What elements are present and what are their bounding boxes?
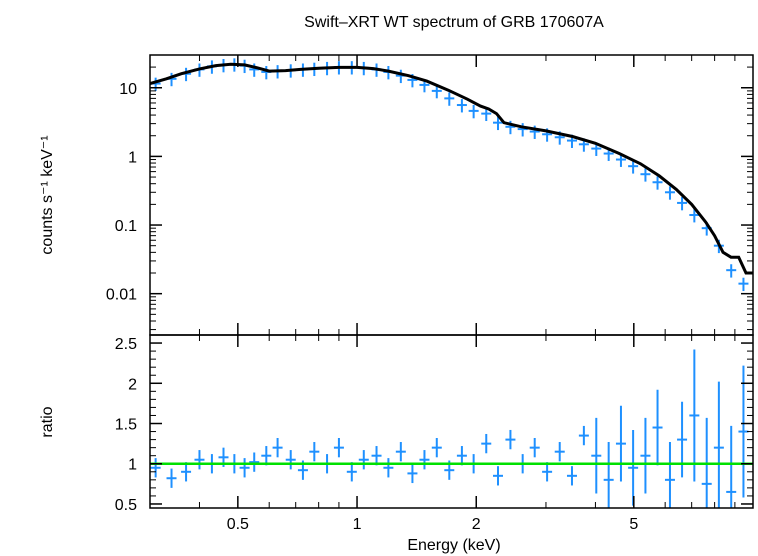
bottom-y-axis-label: ratio (39, 406, 56, 437)
bottom-y-axis-ticks: 0.5 1 1.5 2 2.5 (115, 336, 753, 514)
data-point (444, 92, 455, 106)
ratio-point (249, 452, 260, 472)
ratio-data-points (150, 349, 749, 508)
x-tick-label: 0.5 (227, 516, 249, 533)
ratio-point (419, 450, 430, 470)
data-point (468, 104, 479, 119)
ratio-point (677, 401, 688, 478)
data-point (664, 186, 675, 200)
ratio-point (166, 468, 177, 488)
ratio-y-tick-label: 0.5 (115, 497, 137, 514)
top-plot-frame (149, 54, 754, 336)
ratio-y-tick: 1.5 (115, 417, 753, 434)
y-tick: 0.01 (106, 287, 753, 304)
ratio-point (554, 442, 565, 462)
y-tick: 1 (128, 149, 753, 166)
ratio-point (395, 442, 406, 462)
data-point (726, 264, 737, 278)
ratio-y-tick: 0.5 (115, 497, 753, 514)
ratio-point (542, 462, 553, 482)
ratio-y-tick: 2 (128, 376, 753, 393)
chart-title: Swift–XRT WT spectrum of GRB 170607A (304, 14, 604, 31)
data-point (493, 116, 504, 131)
top-y-axis-ticks: 0.01 0.1 1 10 (106, 66, 753, 331)
ratio-point (505, 429, 516, 450)
bottom-x-axis-ticks: 0.5 1 2 5 (149, 335, 736, 533)
ratio-point (726, 425, 737, 508)
ratio-point (664, 442, 675, 508)
ratio-point (309, 442, 320, 462)
y-tick: 0.1 (115, 218, 753, 235)
ratio-point (578, 425, 589, 446)
ratio-point (272, 437, 283, 458)
ratio-point (738, 365, 749, 498)
ratio-y-tick-label: 1.5 (115, 417, 137, 434)
data-point (677, 196, 688, 211)
data-point (640, 168, 651, 182)
ratio-point (383, 458, 394, 478)
ratio-point (456, 446, 467, 466)
y-tick-label: 0.1 (115, 218, 137, 235)
ratio-point (239, 458, 250, 478)
ratio-point (333, 437, 344, 458)
y-tick-label: 0.01 (106, 287, 137, 304)
x-tick-label: 1 (353, 516, 362, 533)
data-point (652, 176, 663, 190)
ratio-point (481, 433, 492, 454)
data-point (431, 84, 442, 99)
data-point (738, 277, 749, 292)
ratio-point (261, 446, 272, 466)
ratio-point (150, 458, 161, 478)
ratio-point (652, 389, 663, 466)
ratio-y-tick: 2.5 (115, 336, 753, 353)
ratio-y-tick-label: 2 (128, 376, 137, 393)
ratio-point (566, 466, 577, 486)
ratio-point (181, 462, 192, 482)
y-tick-label: 1 (128, 149, 137, 166)
ratio-point (713, 381, 724, 508)
data-point (456, 99, 467, 113)
top-panel: 0.01 0.1 1 10 counts s⁻¹ keV⁻¹ (39, 54, 754, 336)
ratio-y-tick-label: 1 (128, 457, 137, 474)
ratio-point (591, 417, 602, 494)
ratio-point (346, 462, 357, 482)
ratio-point (285, 450, 296, 470)
ratio-point (628, 429, 639, 506)
ratio-point (640, 417, 651, 494)
ratio-point (529, 437, 540, 458)
ratio-point (194, 450, 205, 470)
x-tick-label: 5 (629, 516, 638, 533)
bottom-plot-frame (149, 334, 754, 509)
top-model-line (149, 62, 753, 275)
bottom-panel: 0.5 1 1.5 2 2.5 0.5 1 2 5 ratio Energy (keV) (39, 334, 754, 554)
ratio-point (603, 442, 614, 508)
ratio-point (615, 405, 626, 482)
ratio-point (431, 437, 442, 458)
y-tick: 10 (119, 81, 753, 98)
x-tick-label: 2 (472, 516, 481, 533)
data-point (689, 209, 700, 223)
x-axis-label: Energy (keV) (407, 537, 500, 554)
ratio-point (493, 466, 504, 486)
ratio-y-tick-label: 2.5 (115, 336, 137, 353)
ratio-point (689, 349, 700, 482)
data-point (628, 160, 639, 174)
data-point (481, 107, 492, 122)
top-y-axis-label: counts s⁻¹ keV⁻¹ (39, 135, 56, 254)
ratio-point (407, 463, 418, 484)
top-x-axis-ticks (149, 55, 736, 335)
y-tick-label: 10 (119, 81, 137, 98)
ratio-y-tick: 1 (128, 457, 753, 474)
ratio-point (358, 450, 369, 470)
ratio-point (371, 446, 382, 466)
